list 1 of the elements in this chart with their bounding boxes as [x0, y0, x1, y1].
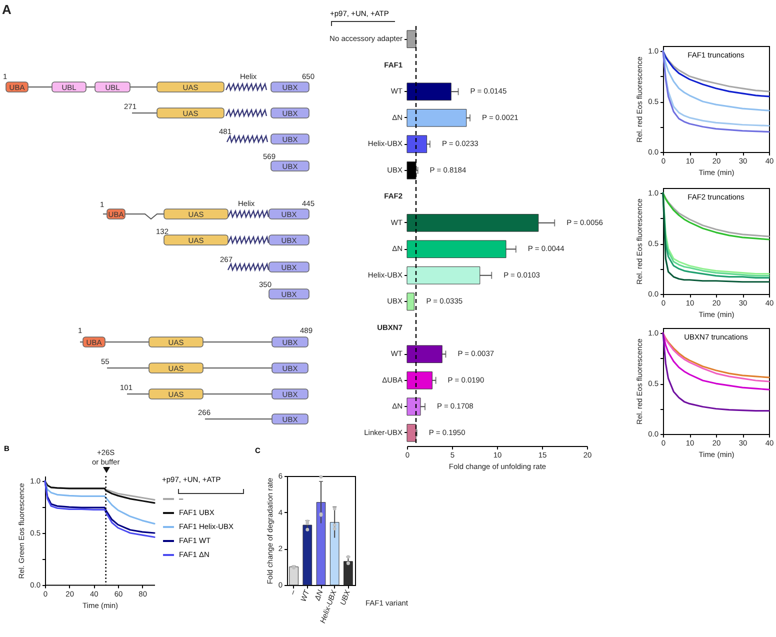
text: A: [2, 2, 12, 17]
